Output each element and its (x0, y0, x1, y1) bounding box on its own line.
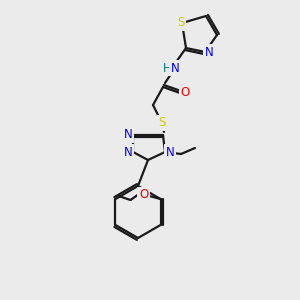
Text: N: N (166, 146, 174, 158)
Text: N: N (124, 128, 132, 142)
Text: H: H (163, 61, 171, 74)
Text: O: O (139, 188, 148, 202)
Text: N: N (205, 46, 213, 59)
Text: N: N (171, 61, 179, 74)
Text: S: S (177, 16, 185, 29)
Text: O: O (180, 86, 190, 100)
Text: N: N (124, 146, 132, 158)
Text: S: S (158, 116, 166, 130)
